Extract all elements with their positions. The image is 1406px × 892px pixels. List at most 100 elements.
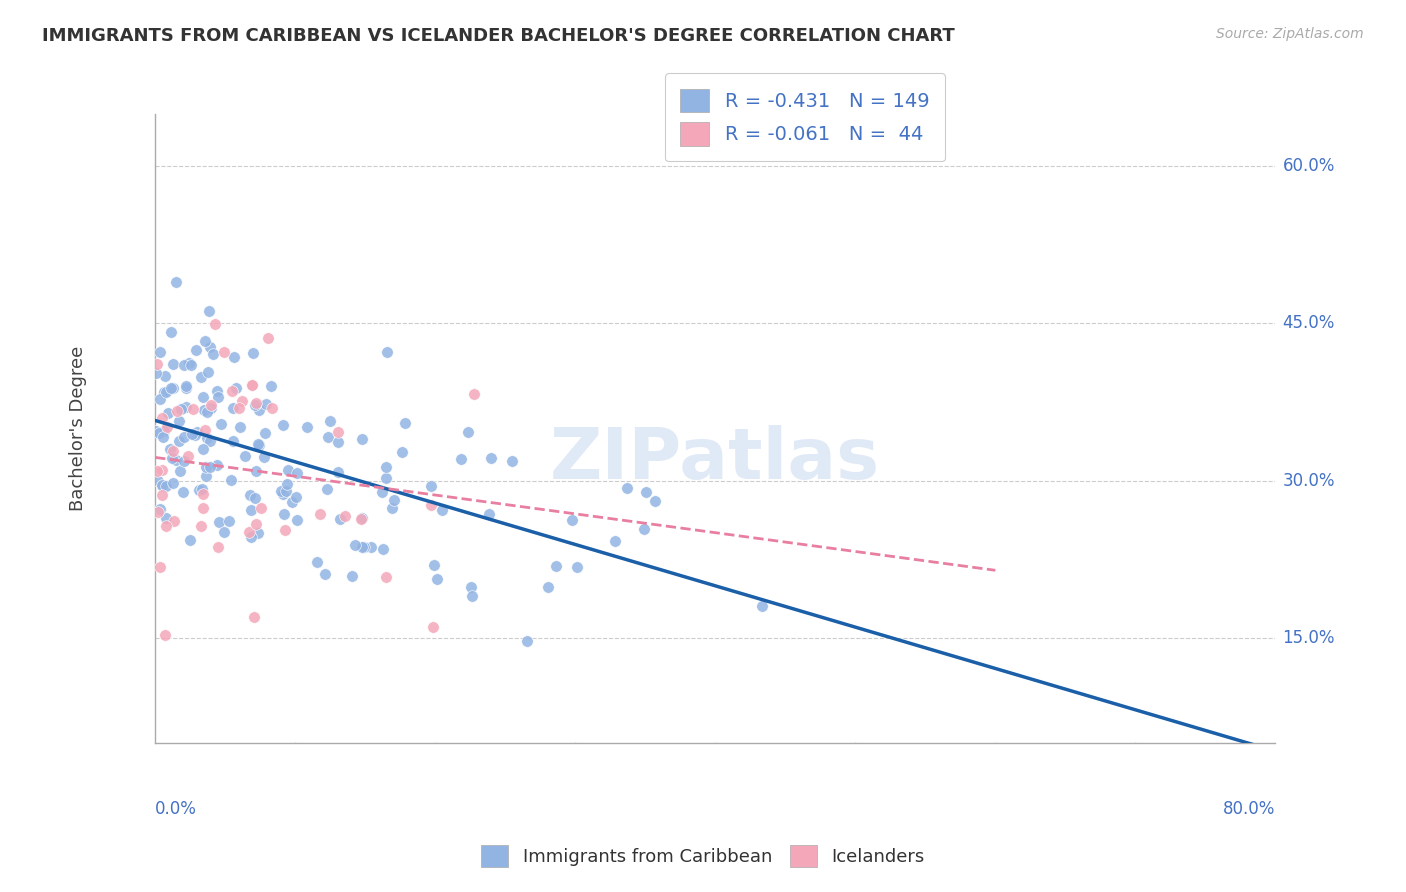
Point — [309, 507, 332, 521]
Point — [198, 460, 221, 475]
Point — [229, 419, 252, 434]
Point — [274, 523, 297, 537]
Point — [195, 405, 218, 419]
Point — [165, 453, 187, 467]
Point — [221, 384, 243, 398]
Point — [565, 560, 588, 574]
Point — [344, 538, 367, 552]
Point — [422, 558, 444, 573]
Point — [501, 454, 523, 468]
Point — [145, 367, 167, 381]
Point — [247, 438, 270, 452]
Point — [169, 464, 191, 478]
Point — [146, 464, 169, 478]
Point — [197, 365, 219, 379]
Point — [382, 492, 405, 507]
Point — [328, 511, 350, 525]
Point — [162, 475, 184, 490]
Point — [253, 426, 276, 441]
Point — [207, 390, 229, 404]
Point — [271, 418, 294, 433]
Point — [262, 401, 284, 416]
Point — [319, 414, 342, 428]
Point — [375, 471, 398, 485]
Point — [148, 426, 170, 441]
Point — [420, 498, 443, 512]
Point — [177, 356, 200, 370]
Point — [239, 503, 262, 517]
Point — [153, 628, 176, 642]
Text: Source: ZipAtlas.com: Source: ZipAtlas.com — [1216, 27, 1364, 41]
Point — [155, 384, 177, 399]
Point — [546, 558, 568, 573]
Point — [256, 331, 278, 345]
Text: 0.0%: 0.0% — [155, 800, 197, 818]
Point — [173, 358, 195, 372]
Point — [375, 570, 398, 584]
Point — [259, 379, 281, 393]
Point — [391, 445, 413, 459]
Point — [316, 482, 339, 496]
Point — [219, 474, 242, 488]
Text: Bachelor's Degree: Bachelor's Degree — [69, 345, 87, 511]
Point — [457, 425, 479, 439]
Point — [167, 414, 190, 428]
Point — [426, 572, 449, 586]
Point — [200, 340, 222, 354]
Point — [191, 442, 214, 457]
Point — [350, 510, 373, 524]
Point — [150, 478, 173, 492]
Point — [246, 525, 269, 540]
Point — [212, 524, 235, 539]
Point — [205, 458, 228, 472]
Point — [207, 541, 229, 555]
Point — [231, 393, 253, 408]
Point — [197, 304, 219, 318]
Point — [350, 512, 373, 526]
Text: ZIPatlas: ZIPatlas — [550, 425, 880, 494]
Point — [218, 514, 240, 528]
Point — [276, 483, 298, 498]
Point — [184, 427, 207, 442]
Point — [224, 351, 246, 365]
Point — [163, 514, 186, 528]
Point — [207, 384, 229, 398]
Point — [537, 581, 560, 595]
Point — [165, 275, 187, 289]
Point — [200, 401, 222, 416]
Point — [633, 522, 655, 536]
Point — [240, 530, 263, 544]
Text: 45.0%: 45.0% — [1282, 314, 1334, 333]
Point — [478, 507, 501, 521]
Point — [184, 343, 207, 357]
Point — [160, 325, 183, 339]
Text: 15.0%: 15.0% — [1282, 629, 1334, 647]
Text: IMMIGRANTS FROM CARIBBEAN VS ICELANDER BACHELOR'S DEGREE CORRELATION CHART: IMMIGRANTS FROM CARIBBEAN VS ICELANDER B… — [42, 27, 955, 45]
Point — [284, 490, 307, 504]
Point — [162, 381, 184, 395]
Legend: Immigrants from Caribbean, Icelanders: Immigrants from Caribbean, Icelanders — [474, 838, 932, 874]
Point — [208, 515, 231, 529]
Point — [176, 450, 198, 464]
Point — [420, 479, 443, 493]
Point — [166, 404, 188, 418]
Point — [254, 397, 277, 411]
Point — [277, 463, 299, 477]
Point — [394, 416, 416, 430]
Text: 80.0%: 80.0% — [1223, 800, 1275, 818]
Point — [432, 503, 454, 517]
Point — [285, 513, 308, 527]
Point — [375, 345, 398, 359]
Point — [240, 377, 263, 392]
Point — [179, 533, 201, 547]
Point — [381, 501, 404, 516]
Point — [176, 400, 198, 414]
Point — [193, 390, 215, 404]
Point — [463, 386, 485, 401]
Point — [233, 449, 256, 463]
Point — [239, 488, 262, 502]
Point — [152, 384, 174, 399]
Point — [335, 508, 357, 523]
Point — [352, 541, 374, 555]
Text: 30.0%: 30.0% — [1282, 472, 1334, 490]
